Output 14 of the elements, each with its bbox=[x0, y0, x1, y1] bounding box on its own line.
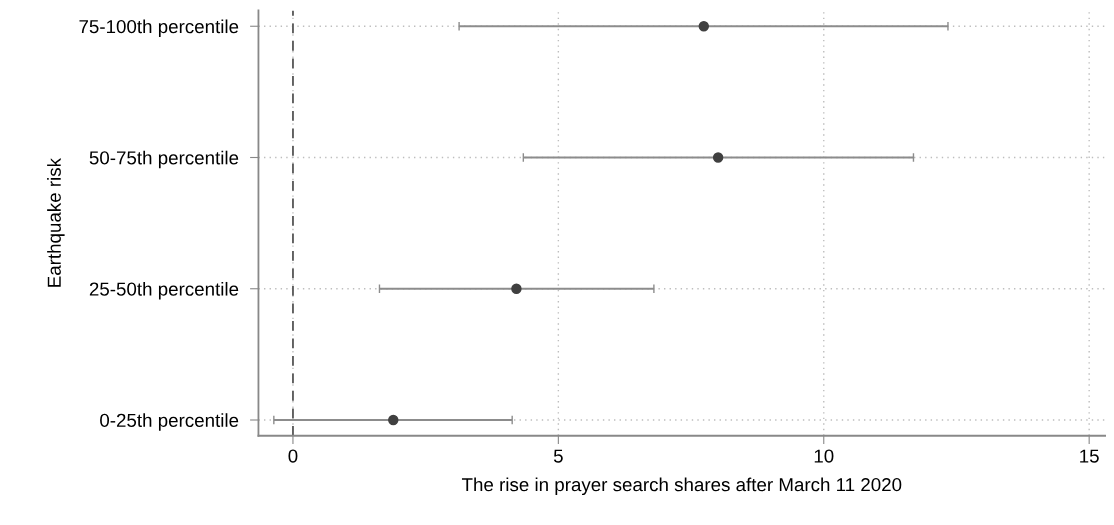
x-tick-label: 5 bbox=[553, 449, 563, 463]
point bbox=[388, 414, 399, 426]
y-tick-label: 75-100th percentile bbox=[79, 19, 239, 37]
y-axis-title: Earthquake risk bbox=[47, 157, 65, 287]
x-axis-title: The rise in prayer search shares after March 11 2020 bbox=[461, 477, 902, 496]
point bbox=[698, 21, 710, 32]
x-tick-label: 0 bbox=[288, 449, 298, 463]
point bbox=[712, 152, 724, 163]
y-tick-label: 0-25th percentile bbox=[100, 413, 239, 431]
point bbox=[511, 283, 522, 294]
x-tick-label: 10 bbox=[814, 449, 834, 463]
y-tick-label: 25-50th percentile bbox=[89, 281, 239, 300]
y-tick-label: 50-75th percentile bbox=[89, 150, 239, 169]
x-tick-label: 15 bbox=[1080, 449, 1099, 463]
